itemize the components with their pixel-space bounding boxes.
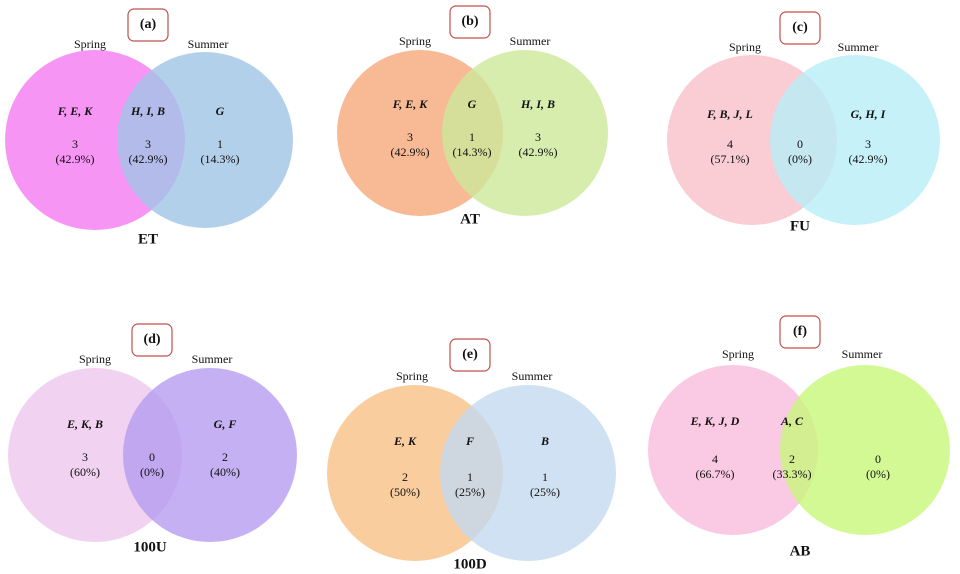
set-label: Summer xyxy=(838,40,879,54)
right-circle xyxy=(780,365,950,535)
region-members: F, E, K xyxy=(57,104,93,118)
region-members: G, F xyxy=(214,417,237,431)
panel-label: (d) xyxy=(143,332,160,347)
panel-label: (b) xyxy=(461,14,478,29)
region-members: F, B, J, L xyxy=(706,107,753,121)
region-members: G xyxy=(468,97,477,111)
region-count: 2 xyxy=(789,452,795,466)
region-count: 2 xyxy=(222,450,228,464)
region-percent: (42.9%) xyxy=(519,145,558,159)
panel-name: 100U xyxy=(133,539,167,555)
label-box xyxy=(779,11,821,45)
region-count: 4 xyxy=(712,452,718,466)
panel-name: FU xyxy=(790,218,810,234)
region-percent: (57.1%) xyxy=(711,152,750,166)
region-percent: (42.9%) xyxy=(849,152,888,166)
region-members: F, E, K xyxy=(392,97,428,111)
panel-label: (f) xyxy=(793,324,807,339)
region-count: 0 xyxy=(797,137,803,151)
label-box xyxy=(449,338,491,372)
region-percent: (0%) xyxy=(140,465,164,479)
set-label: Spring xyxy=(396,369,428,383)
panel-name: 100D xyxy=(453,556,487,572)
region-count: 3 xyxy=(72,137,78,151)
region-count: 1 xyxy=(467,470,473,484)
right-circle xyxy=(770,55,940,225)
panel-name: AT xyxy=(460,211,480,227)
region-percent: (25%) xyxy=(530,485,560,499)
region-members: A, C xyxy=(780,414,804,428)
set-label: Spring xyxy=(722,347,754,361)
region-percent: (42.9%) xyxy=(129,152,168,166)
region-percent: (66.7%) xyxy=(696,467,735,481)
region-percent: (0%) xyxy=(866,467,890,481)
right-circle xyxy=(123,368,297,542)
region-members: E, K, B xyxy=(66,417,103,431)
set-label: Summer xyxy=(188,37,229,51)
region-count: 3 xyxy=(407,130,413,144)
set-label: Summer xyxy=(510,34,551,48)
region-count: 3 xyxy=(82,450,88,464)
right-circle xyxy=(442,50,608,216)
set-label: Summer xyxy=(842,347,883,361)
region-percent: (33.3%) xyxy=(773,467,812,481)
left-circle xyxy=(648,365,818,535)
region-members: E, K xyxy=(393,434,417,448)
region-count: 1 xyxy=(469,130,475,144)
set-label: Spring xyxy=(79,352,111,366)
region-percent: (0%) xyxy=(788,152,812,166)
region-members: H, I, B xyxy=(130,104,165,118)
region-members: E, K, J, D xyxy=(690,414,740,428)
panel-label: (a) xyxy=(140,17,157,32)
set-label: Spring xyxy=(74,37,106,51)
region-count: 3 xyxy=(145,137,151,151)
region-count: 1 xyxy=(217,137,223,151)
set-label: Summer xyxy=(512,369,553,383)
region-count: 4 xyxy=(727,137,733,151)
set-label: Spring xyxy=(729,40,761,54)
panel-name: AB xyxy=(790,543,811,559)
region-count: 0 xyxy=(149,450,155,464)
region-members: H, I, B xyxy=(520,97,555,111)
region-percent: (25%) xyxy=(455,485,485,499)
region-members: F xyxy=(465,434,474,448)
region-percent: (42.9%) xyxy=(391,145,430,159)
region-percent: (50%) xyxy=(390,485,420,499)
label-box xyxy=(779,315,821,349)
set-label: Summer xyxy=(192,352,233,366)
label-box xyxy=(127,8,169,42)
label-box xyxy=(131,323,173,357)
region-count: 3 xyxy=(865,137,871,151)
region-count: 0 xyxy=(875,452,881,466)
label-box xyxy=(449,5,491,39)
region-percent: (14.3%) xyxy=(453,145,492,159)
panel-label: (c) xyxy=(792,20,808,35)
right-circle xyxy=(117,52,293,228)
region-members: G xyxy=(216,104,225,118)
region-percent: (14.3%) xyxy=(201,152,240,166)
region-members: B xyxy=(540,434,549,448)
set-label: Spring xyxy=(399,34,431,48)
panel-name: ET xyxy=(138,231,158,247)
region-percent: (60%) xyxy=(70,465,100,479)
region-count: 2 xyxy=(402,470,408,484)
region-members: G, H, I xyxy=(851,107,887,121)
panel-label: (e) xyxy=(462,347,478,362)
region-percent: (42.9%) xyxy=(56,152,95,166)
right-circle xyxy=(440,385,616,561)
region-count: 1 xyxy=(542,470,548,484)
region-count: 3 xyxy=(535,130,541,144)
region-percent: (40%) xyxy=(210,465,240,479)
